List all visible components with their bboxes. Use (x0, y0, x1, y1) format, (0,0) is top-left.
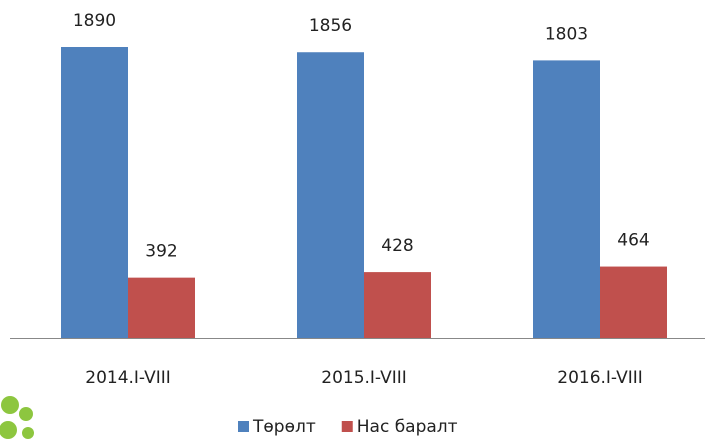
data-label: 428 (381, 236, 413, 256)
x-tick-label: 2014.I-VIII (85, 368, 171, 388)
x-tick-label: 2015.I-VIII (321, 368, 407, 388)
legend-label: Нас баралт (357, 417, 458, 437)
bar (297, 52, 364, 338)
bar (533, 60, 600, 339)
bar (600, 266, 667, 338)
data-label: 392 (145, 242, 177, 262)
legend-swatch (341, 421, 353, 432)
bar (128, 277, 195, 338)
data-label: 1803 (545, 24, 588, 44)
logo (0, 396, 34, 439)
bar (61, 47, 128, 338)
x-tick-label: 2016.I-VIII (557, 368, 643, 388)
data-label: 464 (617, 231, 649, 251)
data-label: 1856 (309, 16, 352, 36)
data-label: 1890 (73, 11, 116, 31)
bar (364, 272, 431, 338)
legend-label: Төрөлт (252, 417, 316, 437)
legend-swatch (238, 421, 249, 432)
